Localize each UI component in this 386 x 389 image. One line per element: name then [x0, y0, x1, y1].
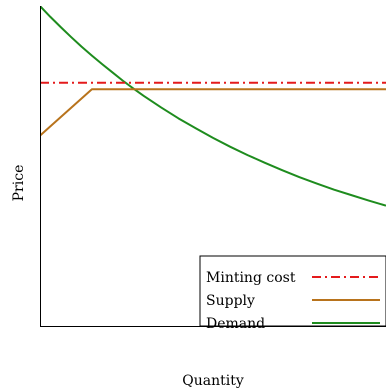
legend-box — [199, 255, 386, 327]
legend-label-minting-cost: Minting cost — [206, 270, 296, 286]
y-axis-label: Price — [11, 165, 27, 202]
series-supply-line — [40, 88, 386, 137]
legend: Minting cost Supply Demand — [199, 255, 386, 332]
x-axis-label: Quantity — [182, 373, 244, 389]
legend-label-demand: Demand — [206, 316, 265, 332]
series-demand-line — [40, 6, 386, 207]
series-layer — [40, 6, 386, 207]
legend-label-supply: Supply — [206, 293, 255, 309]
